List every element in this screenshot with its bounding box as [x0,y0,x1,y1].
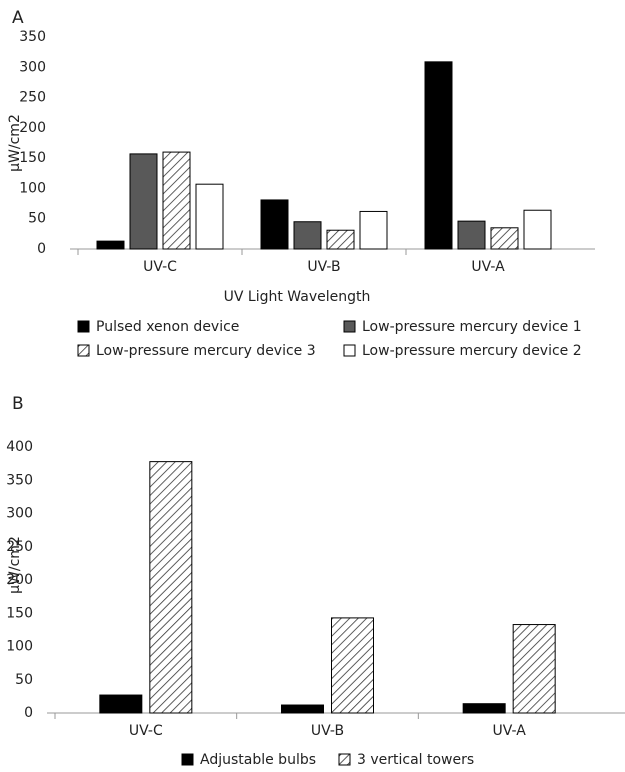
bar [359,210,388,250]
legend-swatch [77,344,90,357]
legend-label: 3 vertical towers [357,752,474,768]
y-tick-label: 300 [6,506,33,522]
bar [331,617,374,714]
y-tick-label: 100 [6,639,33,655]
bar [523,209,552,250]
x-tick-label: UV-A [493,723,527,739]
bar [424,61,453,250]
y-tick-label: 150 [19,150,46,166]
y-tick-label: 300 [19,59,46,75]
bar [260,199,289,250]
y-tick-label: 200 [6,572,33,588]
bar [162,151,191,250]
y-tick-label: 400 [6,439,33,455]
x-tick-label: UV-A [471,259,505,275]
y-tick-label: 0 [37,241,46,257]
x-tick-label: UV-C [143,259,177,275]
bar [490,227,519,250]
legend-label: Low-pressure mercury device 1 [362,319,582,335]
y-tick-label: 150 [6,605,33,621]
y-tick-label: 200 [19,120,46,136]
legend-label: Low-pressure mercury device 2 [362,343,582,359]
bar [99,694,143,714]
x-axis-label: UV Light Wavelength [224,289,371,305]
y-tick-label: 350 [6,472,33,488]
y-tick-label: 350 [19,29,46,45]
x-tick-label: UV-B [311,723,344,739]
y-axis-label: µW/cm2 [7,536,23,594]
y-tick-label: 0 [24,705,33,721]
legend-swatch [181,753,194,766]
legend-swatch [77,320,90,333]
bar [96,240,125,250]
bar [326,229,355,250]
legend-swatch [343,344,356,357]
y-tick-label: 250 [6,539,33,555]
panel-label: B [12,394,24,414]
legend-swatch [338,753,351,766]
y-tick-label: 50 [15,672,33,688]
bar [293,221,322,250]
bar [149,461,193,714]
legend-label: Pulsed xenon device [96,319,239,335]
x-tick-label: UV-B [307,259,340,275]
y-axis-label: µW/cm2 [7,114,23,172]
y-tick-label: 50 [28,211,46,227]
bar [195,183,224,250]
x-tick-label: UV-C [129,723,163,739]
y-tick-label: 250 [19,90,46,106]
bar [462,703,506,714]
bar [457,220,486,250]
bar [281,704,324,714]
legend-swatch [343,320,356,333]
legend-label: Low-pressure mercury device 3 [96,343,316,359]
legend-label: Adjustable bulbs [200,752,316,768]
y-tick-label: 100 [19,180,46,196]
bar [129,153,158,250]
panel-label: A [12,8,24,28]
bar [512,624,556,714]
